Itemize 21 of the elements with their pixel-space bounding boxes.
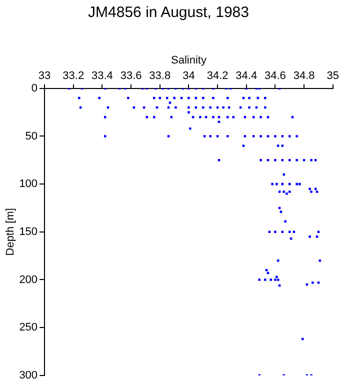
- chart-title: JM4856 in August, 1983: [88, 4, 249, 22]
- y-tick-label: 50: [25, 130, 38, 142]
- x-tick-label: 34.8: [293, 70, 315, 82]
- y-tick-label: 200: [19, 274, 38, 286]
- x-tick-label: 35: [326, 70, 340, 82]
- x-tick-label: 33: [38, 70, 51, 82]
- x-tick-label: 33.8: [149, 70, 171, 82]
- y-tick-label: 100: [19, 178, 38, 190]
- x-tick-label: 34.2: [206, 70, 228, 82]
- x-tick-label: 34.4: [236, 70, 258, 82]
- x-tick-label: 34: [182, 70, 195, 82]
- y-tick-label: 250: [19, 322, 38, 334]
- x-tick-label: 33.2: [62, 70, 84, 82]
- x-axis-title: Salinity: [170, 54, 207, 67]
- x-tick-label: 33.6: [120, 70, 142, 82]
- y-axis-title: Depth [m]: [4, 208, 17, 256]
- y-tick-label: 300: [19, 369, 38, 382]
- x-tick-label: 33.4: [92, 70, 113, 82]
- x-tick-label: 34.6: [264, 70, 286, 82]
- y-tick-label: 0: [31, 82, 38, 94]
- y-tick-label: 150: [19, 226, 38, 238]
